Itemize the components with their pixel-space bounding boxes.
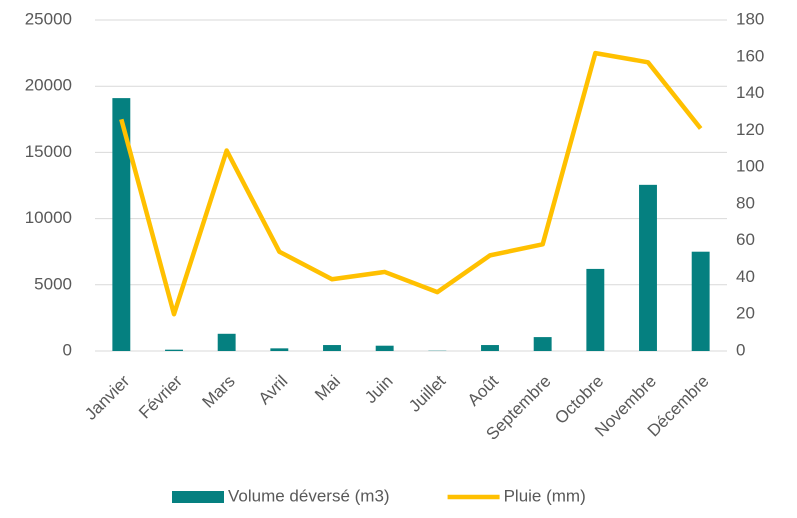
y-tick-label: 0: [63, 340, 72, 359]
y-tick-label: 10000: [25, 208, 72, 227]
y2-tick-label: 80: [736, 193, 755, 212]
x-tick-label: Mai: [311, 372, 344, 405]
y2-tick-label: 40: [736, 267, 755, 286]
legend-label: Volume déversé (m3): [228, 486, 390, 505]
y2-tick-label: 160: [736, 46, 764, 65]
bar: [481, 345, 499, 351]
x-tick-label: Juillet: [405, 371, 449, 415]
y2-tick-label: 60: [736, 230, 755, 249]
y2-tick-label: 120: [736, 120, 764, 139]
y-tick-label: 25000: [25, 9, 72, 28]
x-tick-label: Avril: [255, 372, 292, 409]
bar: [586, 268, 605, 351]
y2-tick-label: 20: [736, 304, 755, 323]
x-tick-label: Février: [135, 371, 186, 422]
x-tick-label: Août: [464, 371, 502, 409]
bar: [323, 345, 341, 351]
y-tick-label: 5000: [34, 274, 72, 293]
y2-tick-label: 0: [736, 340, 745, 359]
line: [119, 50, 703, 317]
bar: [533, 337, 552, 351]
bar: [691, 251, 710, 351]
legend-swatch: [172, 491, 224, 503]
bar: [375, 345, 394, 351]
x-tick-label: Janvier: [81, 371, 133, 423]
y-tick-label: 20000: [25, 76, 72, 95]
x-tick-label: Juin: [361, 372, 396, 407]
y2-tick-label: 180: [736, 9, 764, 28]
bar: [112, 98, 131, 351]
bar: [270, 348, 289, 351]
bar: [639, 184, 657, 351]
y-tick-label: 15000: [25, 142, 72, 161]
y2-tick-label: 100: [736, 157, 764, 176]
legend-label: Pluie (mm): [504, 486, 586, 505]
bar: [217, 333, 236, 351]
x-tick-label: Mars: [199, 372, 239, 412]
y2-tick-label: 140: [736, 83, 764, 102]
bar: [165, 349, 183, 351]
